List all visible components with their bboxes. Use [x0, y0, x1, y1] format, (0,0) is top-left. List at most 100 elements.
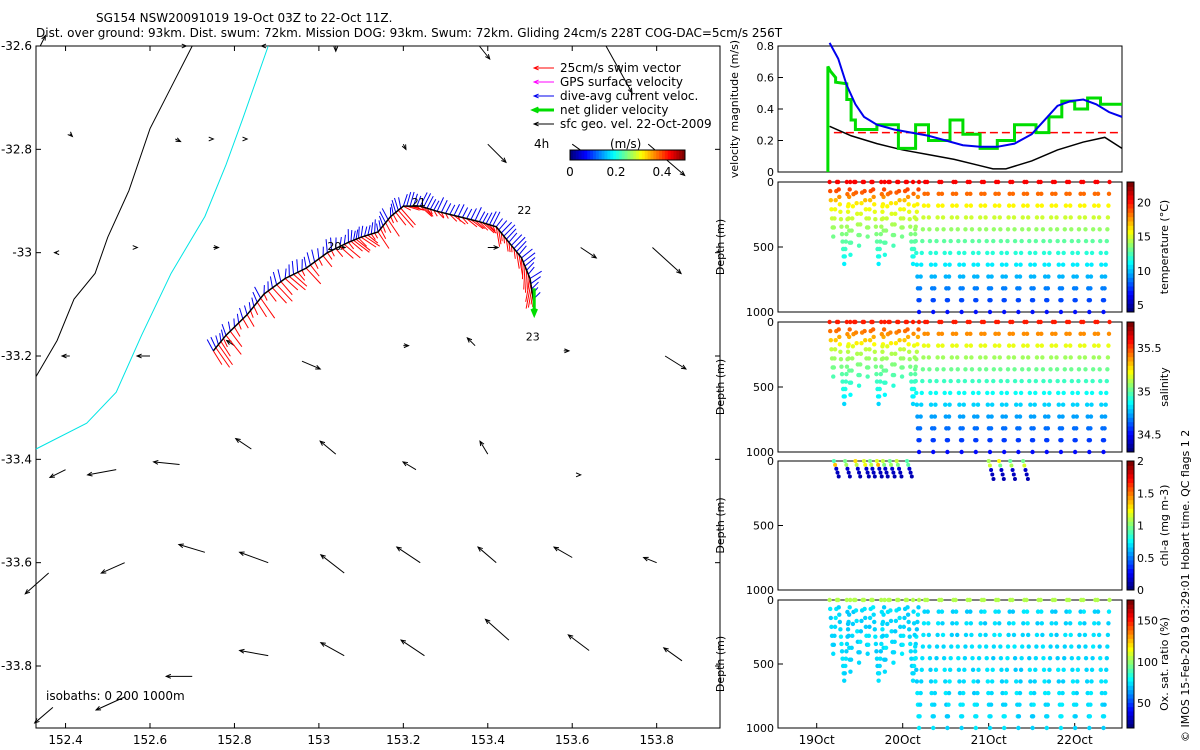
- temp-point: [1053, 203, 1059, 208]
- sal-point: [1077, 355, 1082, 360]
- sal-point: [1053, 343, 1059, 348]
- track-day-label: 21: [412, 196, 426, 209]
- ox-point: [920, 644, 926, 649]
- sfc-geo-vel-arrow-head: [591, 253, 598, 259]
- colorbar-segment: [607, 150, 611, 160]
- sal-y-tick-label: 1000: [746, 446, 774, 459]
- ox-point: [956, 655, 961, 661]
- sal-point: [902, 338, 907, 343]
- ox-point: [1014, 690, 1019, 696]
- sal-colorbar-frame: [1126, 321, 1135, 453]
- sal-point: [827, 319, 832, 325]
- sal-point: [1083, 378, 1089, 384]
- temp-colorbar-tick-label: 15: [1137, 231, 1151, 244]
- sal-point: [940, 343, 945, 348]
- chl-colorbar-segment: [1127, 461, 1134, 466]
- ox-point: [897, 615, 902, 621]
- temp-point: [1003, 274, 1009, 279]
- ox-point: [896, 597, 901, 603]
- sal-point: [879, 331, 885, 337]
- colorbar-segment: [650, 150, 654, 160]
- legend-arrow-red-head: [532, 65, 539, 71]
- sal-colorbar-segment: [1127, 404, 1134, 410]
- ox-point: [833, 615, 838, 621]
- sal-point: [870, 319, 875, 325]
- ox-point: [879, 597, 884, 603]
- temp-point: [1024, 191, 1030, 197]
- ox-point: [963, 644, 968, 649]
- sfc-geo-vel-arrow: [663, 647, 683, 662]
- ox-point: [900, 642, 905, 647]
- sal-point: [949, 367, 954, 372]
- ox-point: [1074, 690, 1079, 696]
- ox-point: [1016, 714, 1022, 719]
- ox-point: [1089, 667, 1095, 673]
- ox-point: [999, 667, 1004, 673]
- ox-point: [1031, 702, 1036, 707]
- ox-point: [976, 655, 982, 661]
- temp-point: [957, 274, 963, 279]
- sal-point: [879, 364, 884, 369]
- temp-point: [1077, 203, 1083, 208]
- sal-point: [1031, 426, 1036, 431]
- map-x-tick-label: 153: [307, 733, 330, 747]
- temp-colorbar-segment: [1127, 294, 1134, 300]
- sal-point: [964, 343, 969, 348]
- ox-point: [880, 627, 885, 632]
- sal-point: [947, 402, 952, 407]
- temp-point: [947, 262, 952, 267]
- temp-point: [1096, 215, 1102, 220]
- legend-label: 25cm/s swim vector: [560, 61, 681, 75]
- ox-point: [1068, 621, 1073, 626]
- ox-point: [982, 609, 987, 614]
- temp-point: [919, 262, 924, 267]
- legend-arrow-magenta-head: [532, 79, 539, 85]
- sal-point: [1059, 426, 1065, 431]
- chla-point: [907, 466, 912, 471]
- current-vector: [406, 192, 412, 207]
- sal-point: [943, 414, 948, 419]
- swim-vector: [364, 235, 380, 247]
- temp-point: [910, 179, 916, 185]
- temp-point: [878, 239, 883, 244]
- ox-colorbar-segment: [1127, 600, 1134, 605]
- sfc-geo-vel-arrow-head: [319, 554, 326, 560]
- temp-point: [928, 262, 934, 267]
- temp-point: [918, 274, 923, 279]
- ox-colorbar-segment: [1127, 702, 1134, 708]
- ox-point: [844, 641, 850, 647]
- chla-point: [1023, 468, 1028, 473]
- sfc-geo-vel-arrow: [301, 360, 321, 370]
- ox-point: [929, 690, 934, 696]
- temp-point: [1034, 215, 1040, 220]
- temp-point: [1013, 262, 1019, 267]
- temp-point: [1066, 179, 1072, 185]
- chla-point: [862, 459, 866, 463]
- temp-point: [964, 203, 969, 208]
- current-vector: [252, 291, 258, 303]
- ox-point: [1056, 679, 1061, 684]
- colorbar-tick-label: 0.4: [652, 165, 671, 179]
- ox-y-axis-label: Depth (m): [714, 636, 727, 692]
- chl-y-tick-label: 1000: [746, 584, 774, 597]
- ox-point: [1030, 714, 1036, 719]
- current-vector: [530, 276, 541, 285]
- temp-point: [880, 209, 885, 214]
- colorbar-segment: [601, 150, 605, 160]
- sal-point: [897, 338, 902, 343]
- ox-point: [949, 644, 954, 649]
- sal-colorbar-segment: [1127, 400, 1134, 405]
- ox-point: [961, 679, 966, 684]
- temp-point: [832, 216, 837, 221]
- temp-point: [963, 215, 969, 220]
- temp-point: [1040, 227, 1046, 232]
- temp-point: [877, 246, 882, 252]
- temp-point: [1021, 203, 1026, 208]
- chla-point: [889, 462, 893, 467]
- map-y-tick-label: -33.6: [1, 556, 32, 570]
- ox-point: [1005, 644, 1011, 649]
- sal-colorbar-segment: [1127, 439, 1134, 444]
- sal-colorbar-segment: [1127, 339, 1134, 345]
- ox-point: [1035, 621, 1040, 626]
- sal-point: [861, 319, 867, 325]
